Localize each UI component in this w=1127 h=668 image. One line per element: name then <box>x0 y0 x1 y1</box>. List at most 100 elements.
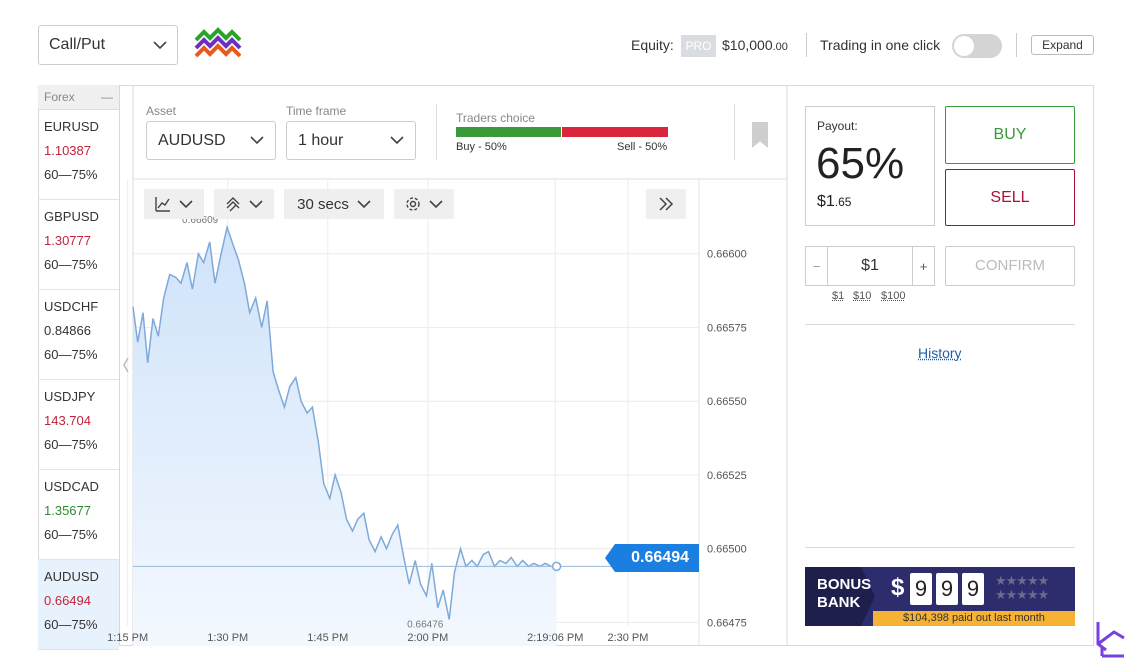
chart-type-button[interactable] <box>144 189 204 219</box>
traders-choice-sell-bar <box>562 127 668 137</box>
bonus-stars-decoration: ★★★★★ ★★★★★ <box>995 573 1049 602</box>
asset-payout-range: 60—75% <box>44 527 98 542</box>
chevron-down-icon <box>249 199 263 208</box>
x-tick-label: 2:00 PM <box>407 632 448 644</box>
trading-one-click-toggle[interactable] <box>952 34 1002 58</box>
x-tick-label: 1:15 PM <box>107 632 148 644</box>
history-link[interactable]: History <box>918 345 962 361</box>
asset-symbol: USDCAD <box>44 479 99 494</box>
mode-select-value: Call/Put <box>49 36 106 53</box>
chevron-down-icon <box>390 136 404 145</box>
increase-amount-button[interactable]: + <box>912 247 934 285</box>
asset-label: Asset <box>146 104 177 118</box>
y-tick-label: 0.66525 <box>707 470 747 482</box>
asset-payout-range: 60—75% <box>44 617 98 632</box>
current-price-tag: 0.66494 <box>605 544 699 572</box>
asset-symbol: USDJPY <box>44 389 96 404</box>
asset-sidebar: Forex — EURUSD 1.10387 60—75% GBPUSD 1.30777… <box>38 85 120 650</box>
asset-item-usdchf[interactable]: USDCHF 0.84866 60—75% <box>38 290 119 380</box>
forex-group-label: Forex <box>44 90 75 104</box>
asset-select[interactable]: AUDUSD <box>146 121 276 160</box>
bonus-digit: 9 <box>910 573 932 605</box>
divider <box>806 33 807 57</box>
divider <box>436 104 437 160</box>
y-tick-label: 0.66600 <box>707 249 747 261</box>
asset-item-gbpusd[interactable]: GBPUSD 1.30777 60—75% <box>38 200 119 290</box>
divider <box>805 547 1075 548</box>
chevron-down-icon <box>429 199 443 208</box>
asset-price: 0.84866 <box>44 323 91 338</box>
asset-payout-range: 60—75% <box>44 437 98 452</box>
y-tick-label: 0.66550 <box>707 396 747 408</box>
asset-item-eurusd[interactable]: EURUSD 1.10387 60—75% <box>38 110 119 200</box>
asset-price: 143.704 <box>44 413 91 428</box>
equity-main: $10,000 <box>722 37 773 53</box>
traders-choice-label: Traders choice <box>456 111 535 125</box>
bonus-digit: 9 <box>936 573 958 605</box>
y-tick-label: 0.66475 <box>707 617 747 629</box>
asset-symbol: AUDUSD <box>44 569 99 584</box>
price-line <box>132 224 557 620</box>
watermark-logo <box>1096 622 1125 658</box>
x-tick-label: 1:45 PM <box>307 632 348 644</box>
equity-label: Equity: <box>631 37 674 53</box>
asset-payout-range: 60—75% <box>44 167 98 182</box>
asset-select-value: AUDUSD <box>158 131 226 149</box>
x-tick-label: 2:30 PM <box>607 632 648 644</box>
traders-choice-sell-text: Sell - 50% <box>617 141 668 153</box>
sell-button[interactable]: SELL <box>945 169 1075 226</box>
scroll-to-latest-button[interactable] <box>646 189 686 219</box>
divider <box>1016 33 1017 57</box>
bonus-title-line2: BANK <box>817 594 861 611</box>
x-tick-label: 1:30 PM <box>207 632 248 644</box>
bookmark-icon[interactable] <box>752 122 768 148</box>
bonus-bank-banner[interactable]: BONUS BANK $ 9 9 9 ★★★★★ ★★★★★ $104,398 p… <box>805 567 1075 626</box>
current-price-dot <box>551 561 562 572</box>
asset-price: 1.10387 <box>44 143 91 158</box>
trading-one-click-label: Trading in one click <box>820 37 941 53</box>
quick-amount-1[interactable]: $1 <box>832 290 845 302</box>
asset-price: 1.30777 <box>44 233 91 248</box>
confirm-button[interactable]: CONFIRM <box>945 246 1075 286</box>
equity-cents: .00 <box>772 41 788 53</box>
quick-amount-10[interactable]: $10 <box>853 290 872 302</box>
bonus-bank-label-box <box>805 567 875 626</box>
asset-item-usdcad[interactable]: USDCAD 1.35677 60—75% <box>38 470 119 560</box>
timeframe-select-value: 1 hour <box>298 131 344 149</box>
asset-item-usdjpy[interactable]: USDJPY 143.704 60—75% <box>38 380 119 470</box>
mode-select[interactable]: Call/Put <box>38 25 178 65</box>
pro-badge: PRO <box>681 35 716 57</box>
high-label: 0.66609 <box>182 215 219 226</box>
asset-price: 0.66494 <box>44 593 91 608</box>
amount-input[interactable]: $1 <box>861 257 879 274</box>
asset-item-audusd[interactable]: AUDUSD 0.66494 60—75% <box>38 560 119 650</box>
timeframe-select[interactable]: 1 hour <box>286 121 416 160</box>
gear-icon <box>406 197 420 211</box>
equity-value: $10,000.00 <box>722 37 788 53</box>
amount-stepper: − $1 + <box>805 246 935 286</box>
expand-button[interactable]: Expand <box>1031 35 1094 55</box>
double-chevron-right-icon <box>659 197 674 211</box>
chevron-down-icon <box>179 199 193 208</box>
indicators-button[interactable] <box>214 189 274 219</box>
asset-symbol: USDCHF <box>44 299 99 314</box>
buy-button[interactable]: BUY <box>945 106 1075 164</box>
trading-frame <box>38 85 1094 646</box>
chart-settings-button[interactable] <box>394 189 454 219</box>
payout-amount: $1.65 <box>817 193 851 211</box>
forex-group-header[interactable]: Forex — <box>38 85 119 110</box>
decrease-amount-button[interactable]: − <box>806 247 828 285</box>
chevron-left-icon[interactable] <box>123 357 129 373</box>
bonus-dollar-sign: $ <box>891 574 905 601</box>
timeframe-label: Time frame <box>286 104 347 118</box>
interval-button[interactable]: 30 secs <box>284 189 384 219</box>
collapse-icon[interactable]: — <box>101 90 113 104</box>
chevron-down-icon <box>357 199 371 208</box>
asset-payout-range: 60—75% <box>44 257 98 272</box>
bonus-bank-title: BONUS BANK <box>817 576 871 612</box>
line-chart-icon <box>155 197 170 212</box>
payout-amount-main: $1 <box>817 193 835 210</box>
quick-amount-100[interactable]: $100 <box>881 290 906 302</box>
bonus-footer: $104,398 paid out last month <box>873 611 1075 626</box>
